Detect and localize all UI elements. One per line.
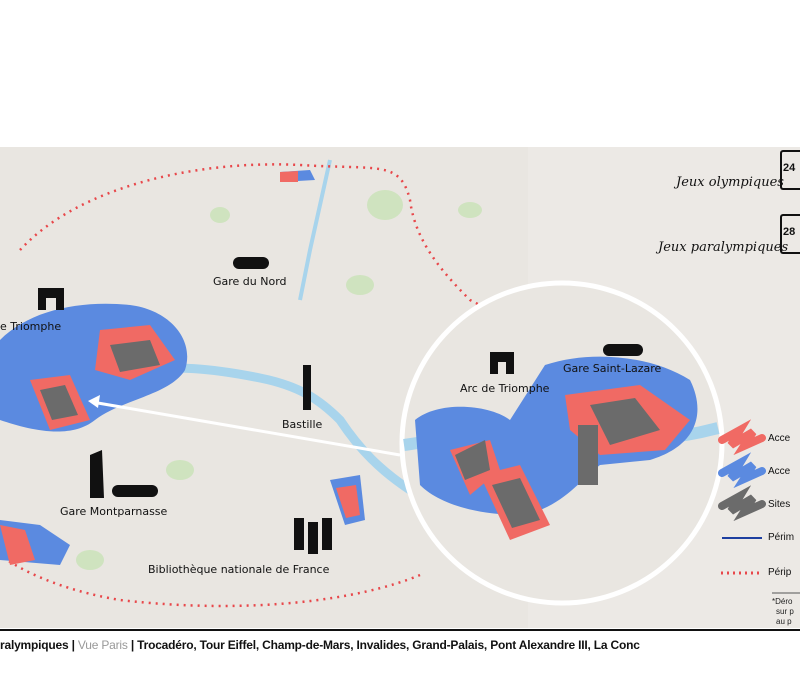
- blue-scribble-icon: [718, 452, 766, 489]
- grey-scribble-icon: [718, 485, 766, 522]
- legend-item-red: Acce: [768, 433, 791, 444]
- inset-train-icon: [603, 344, 643, 356]
- paralympics-label: Jeux paralympiques: [658, 240, 789, 255]
- note-line: *Déro: [772, 597, 793, 606]
- map-icons: [38, 257, 332, 554]
- olympics-label: Jeux olympiques: [676, 175, 784, 190]
- label-bnf: Bibliothèque nationale de France: [148, 563, 330, 576]
- label-bastille: Bastille: [282, 418, 322, 431]
- caption-sites: | Trocadéro, Tour Eiffel, Champ-de-Mars,…: [127, 638, 640, 652]
- caption-games: ralympiques |: [0, 638, 78, 652]
- label-gare-montparnasse: Gare Montparnasse: [60, 505, 168, 518]
- paralympics-calendar-icon: 28: [780, 214, 800, 254]
- train-icon: [233, 257, 269, 269]
- left-zones: [0, 170, 365, 565]
- train-icon-montparnasse: [112, 485, 158, 497]
- label-gare-du-nord: Gare du Nord: [213, 275, 287, 288]
- legend-item-perimeter: Périm: [768, 532, 795, 543]
- inset-label-arc: Arc de Triomphe: [460, 382, 550, 395]
- montparnasse-tower-icon: [90, 450, 104, 498]
- paris-map: e Triomphe Gare du Nord Bastille Gare Mo…: [0, 147, 800, 628]
- legend-item-peripherique: Périp: [768, 567, 792, 578]
- red-scribble-icon: [718, 419, 766, 456]
- legend-note: *Déro sur p au p: [772, 597, 794, 627]
- note-line: au p: [776, 617, 792, 626]
- label-arc-de-triomphe: e Triomphe: [0, 320, 61, 333]
- olympics-date: 24: [783, 162, 796, 174]
- inset-label-saint-lazare: Gare Saint-Lazare: [563, 362, 662, 375]
- bnf-library-icon: [294, 518, 332, 554]
- legend-item-blue: Acce: [768, 466, 791, 477]
- caption-bar: ralympiques | Vue Paris | Trocadéro, Tou…: [0, 629, 800, 659]
- legend-swatches: [718, 419, 800, 594]
- olympics-calendar-icon: 24: [780, 150, 800, 190]
- peripherique-line: [0, 163, 529, 608]
- legend-item-sites: Sites: [768, 499, 791, 510]
- paralympics-date: 28: [783, 226, 796, 238]
- parks: [76, 190, 482, 570]
- bastille-column-icon: [303, 365, 311, 410]
- note-line: sur p: [776, 607, 794, 616]
- inset-zoom-circle: Arc de Triomphe Gare Saint-Lazare: [399, 280, 725, 606]
- canal: [298, 159, 332, 301]
- arrow-head: [88, 395, 100, 408]
- inset-pointer-arrow: [91, 400, 401, 457]
- caption-view: Vue Paris: [77, 638, 128, 652]
